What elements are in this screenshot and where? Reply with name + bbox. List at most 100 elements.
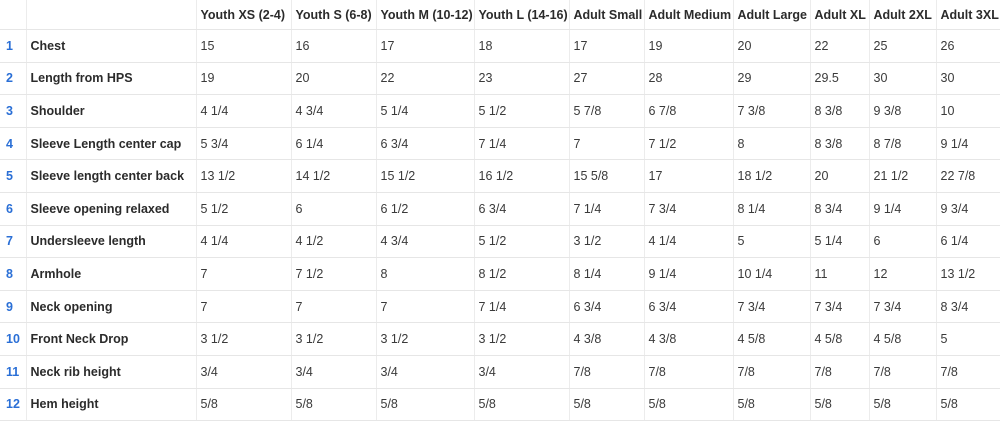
table-cell: 19 — [195, 62, 291, 96]
table-cell: 5/8 — [643, 388, 733, 422]
table-cell: 5 1/2 — [473, 225, 569, 259]
table-row: 2 Length from HPS 19 20 22 23 27 28 29 29.5 30 30 — [0, 62, 1000, 96]
table-cell: 18 1/2 — [732, 159, 810, 193]
table-cell: 7 1/2 — [643, 127, 733, 161]
table-cell: 5/8 — [290, 388, 376, 422]
table-cell: 4 3/8 — [568, 322, 644, 356]
table-cell: 5 1/2 — [195, 192, 291, 226]
table-row: 7 Undersleeve length 4 1/4 4 1/2 4 3/4 5 1/2 3… — [0, 225, 1000, 259]
measurement-label: Shoulder — [25, 94, 196, 128]
table-cell: 8 3/8 — [809, 94, 869, 128]
table-cell: 3 1/2 — [375, 322, 474, 356]
measurement-label: Armhole — [25, 257, 196, 291]
table-cell: 22 — [809, 29, 869, 63]
table-cell: 7 1/4 — [473, 127, 569, 161]
column-header: Adult 3XL — [935, 0, 1000, 30]
table-cell: 3/4 — [290, 355, 376, 389]
table-cell: 8 1/2 — [473, 257, 569, 291]
measurement-label: Sleeve length center back — [25, 159, 196, 193]
table-cell: 3 1/2 — [290, 322, 376, 356]
header-cell-blank — [0, 0, 26, 30]
table-cell: 7/8 — [868, 355, 936, 389]
table-cell: 13 1/2 — [935, 257, 1000, 291]
table-cell: 7 1/4 — [568, 192, 644, 226]
table-cell: 23 — [473, 62, 569, 96]
table-cell: 7/8 — [643, 355, 733, 389]
table-cell: 9 1/4 — [868, 192, 936, 226]
table-cell: 4 1/4 — [195, 225, 291, 259]
table-cell: 14 1/2 — [290, 159, 376, 193]
column-header: Youth L (14-16) — [473, 0, 569, 30]
table-cell: 9 1/4 — [935, 127, 1000, 161]
table-cell: 17 — [643, 159, 733, 193]
table-cell: 7 — [568, 127, 644, 161]
column-header: Youth M (10-12) — [375, 0, 474, 30]
table-cell: 12 — [868, 257, 936, 291]
measurement-label: Undersleeve length — [25, 225, 196, 259]
table-cell: 7 3/4 — [868, 290, 936, 324]
table-cell: 6 3/4 — [568, 290, 644, 324]
column-header: Youth XS (2-4) — [195, 0, 291, 30]
table-cell: 7/8 — [732, 355, 810, 389]
table-cell: 5/8 — [732, 388, 810, 422]
table-cell: 10 1/4 — [732, 257, 810, 291]
table-cell: 5/8 — [473, 388, 569, 422]
table-cell: 7/8 — [935, 355, 1000, 389]
table-body: 1 Chest 15 16 17 18 17 19 20 22 25 26 2 Length from H… — [0, 29, 1000, 422]
table-cell: 15 — [195, 29, 291, 63]
table-cell: 5/8 — [375, 388, 474, 422]
table-cell: 5/8 — [195, 388, 291, 422]
row-number: 7 — [0, 225, 26, 259]
table-cell: 10 — [935, 94, 1000, 128]
table-cell: 4 1/4 — [643, 225, 733, 259]
table-cell: 3/4 — [375, 355, 474, 389]
table-cell: 6 7/8 — [643, 94, 733, 128]
table-cell: 27 — [568, 62, 644, 96]
table-cell: 15 1/2 — [375, 159, 474, 193]
table-cell: 4 3/4 — [375, 225, 474, 259]
table-cell: 20 — [732, 29, 810, 63]
table-cell: 8 — [375, 257, 474, 291]
table-cell: 26 — [935, 29, 1000, 63]
table-cell: 5 1/4 — [375, 94, 474, 128]
row-number: 8 — [0, 257, 26, 291]
header-row: Youth XS (2-4) Youth S (6-8) Youth M (10-1… — [0, 0, 1000, 30]
table-cell: 3 1/2 — [195, 322, 291, 356]
table-cell: 5 — [935, 322, 1000, 356]
table-cell: 7/8 — [809, 355, 869, 389]
table-cell: 7 — [290, 290, 376, 324]
row-number: 5 — [0, 159, 26, 193]
row-number: 4 — [0, 127, 26, 161]
column-header: Adult Large — [732, 0, 810, 30]
table-row: 5 Sleeve length center back 13 1/2 14 1/2 15… — [0, 159, 1000, 193]
table-cell: 5 7/8 — [568, 94, 644, 128]
row-number: 1 — [0, 29, 26, 63]
table-cell: 18 — [473, 29, 569, 63]
table-cell: 8 1/4 — [732, 192, 810, 226]
table-cell: 21 1/2 — [868, 159, 936, 193]
table-cell: 7 3/4 — [643, 192, 733, 226]
table-row: 12 Hem height 5/8 5/8 5/8 5/8 5/8 5/8 5/8 5/8 5/8 5… — [0, 388, 1000, 422]
table-cell: 11 — [809, 257, 869, 291]
table-cell: 20 — [290, 62, 376, 96]
table-cell: 4 5/8 — [732, 322, 810, 356]
row-number: 3 — [0, 94, 26, 128]
column-header: Youth S (6-8) — [290, 0, 376, 30]
row-number: 12 — [0, 388, 26, 422]
table-cell: 5/8 — [935, 388, 1000, 422]
table-cell: 6 3/4 — [375, 127, 474, 161]
table-cell: 4 5/8 — [809, 322, 869, 356]
table-cell: 4 3/4 — [290, 94, 376, 128]
table-cell: 28 — [643, 62, 733, 96]
table-cell: 19 — [643, 29, 733, 63]
column-header: Adult 2XL — [868, 0, 936, 30]
table-cell: 22 — [375, 62, 474, 96]
measurement-label: Neck rib height — [25, 355, 196, 389]
table-cell: 7 — [195, 257, 291, 291]
measurement-label: Neck opening — [25, 290, 196, 324]
table-cell: 8 3/4 — [809, 192, 869, 226]
table-cell: 7 — [375, 290, 474, 324]
measurement-label: Length from HPS — [25, 62, 196, 96]
table-cell: 30 — [868, 62, 936, 96]
